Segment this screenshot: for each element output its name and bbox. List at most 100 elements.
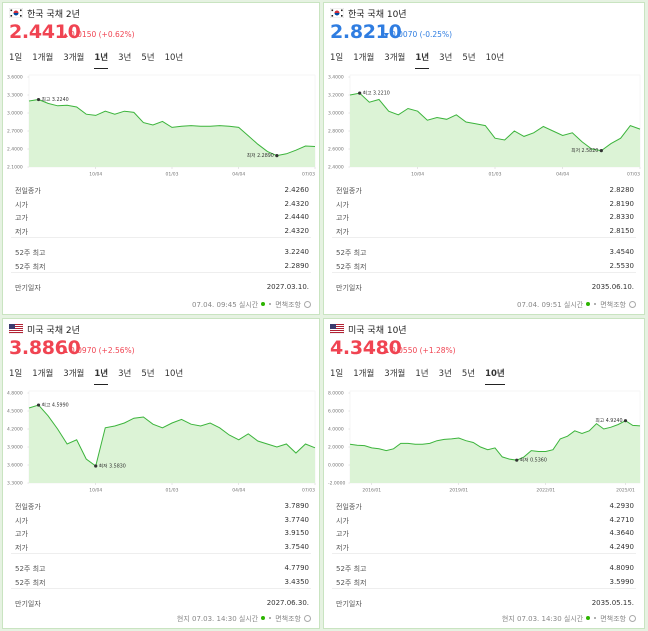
flag	[330, 8, 344, 18]
separator	[332, 237, 636, 238]
live-dot	[261, 302, 266, 306]
live-dot	[261, 616, 266, 620]
y-tick-label: 3.3000	[7, 93, 23, 99]
stat-value: 2035.06.10.	[591, 283, 634, 291]
period-tab[interactable]: 1개월	[353, 53, 375, 63]
title: 한국 국채 10년	[348, 10, 407, 20]
area	[350, 420, 640, 483]
flag-taeguk-top	[334, 10, 340, 13]
separator	[11, 272, 311, 273]
period-tab[interactable]: 3개월	[384, 369, 406, 379]
period-tab[interactable]: 1일	[9, 53, 23, 63]
triangle	[63, 349, 68, 353]
extreme-label: 최저 2.5820	[571, 147, 598, 154]
disclaimer[interactable]: 면책조항	[600, 301, 626, 309]
stat-label: 만기일자	[15, 284, 41, 292]
stat-value: 2027.03.10.	[266, 283, 309, 291]
period-tab[interactable]: 1년	[415, 369, 429, 379]
period-tab[interactable]: 1개월	[32, 369, 54, 379]
flag-stripe	[330, 328, 344, 329]
period-tab[interactable]: 5년	[141, 53, 155, 63]
disclaimer[interactable]: 면책조항	[600, 615, 626, 623]
period-tab[interactable]: 1일	[330, 369, 344, 379]
flag-taeguk-bottom	[334, 13, 340, 16]
info-icon[interactable]	[629, 615, 636, 622]
period-tab[interactable]: 10년	[485, 53, 505, 63]
y-tick-label: 2.8000	[328, 129, 344, 135]
disclaimer[interactable]: 면책조항	[275, 615, 301, 623]
stat-value: 4.2710	[609, 515, 635, 524]
period-tab[interactable]: 5년	[141, 369, 155, 379]
extreme-point	[94, 464, 98, 468]
y-tick-label: 8.0000	[328, 391, 344, 397]
period-tab[interactable]: 3년	[438, 369, 452, 379]
triangle	[384, 349, 389, 353]
flag-stripe	[9, 330, 23, 331]
period-tab[interactable]: 1개월	[353, 369, 375, 379]
separator	[11, 588, 311, 589]
x-tick-label: 07/03	[302, 172, 315, 178]
period-tab[interactable]: 10년	[164, 369, 184, 379]
chart: 2.4000 2.6000 2.8000 3.0000 3.2000 3.4000 10/0…	[328, 75, 641, 178]
period-tab[interactable]: 1일	[330, 53, 344, 63]
x-tick-label: 04/04	[556, 172, 569, 178]
period-tab[interactable]: 3년	[118, 53, 132, 63]
y-tick-label: 6.0000	[328, 409, 344, 415]
period-tab[interactable]: 5년	[461, 369, 476, 379]
panel: 한국 국채 10년 2.8210 0.0070 (-0.25%) 1일 1개월 3개월 1년…	[323, 2, 645, 315]
footer: 현지 07.03. 14:30 실시간 면책조항	[502, 614, 636, 624]
period-tab[interactable]: 3개월	[384, 53, 406, 63]
stat-label: 만기일자	[336, 600, 362, 608]
stat-value: 3.7890	[284, 502, 310, 510]
period-tab[interactable]: 3년	[118, 369, 132, 379]
flag-trigram	[341, 15, 343, 17]
period-tab[interactable]: 1일	[9, 369, 23, 379]
period-tab[interactable]: 10년	[485, 367, 505, 385]
period-tab[interactable]: 10년	[164, 53, 184, 63]
stat-label: 52주 최저	[15, 578, 46, 587]
stat-value: 3.7740	[284, 515, 310, 524]
stat-value: 3.4540	[609, 248, 635, 256]
y-tick-label: 4.8000	[7, 391, 23, 397]
realtime: 실시간	[563, 615, 584, 623]
extreme-point	[36, 403, 41, 407]
separator-dot	[594, 617, 597, 619]
separator	[11, 237, 311, 238]
period-tab[interactable]: 1년	[94, 51, 109, 69]
info-icon[interactable]	[629, 301, 636, 308]
info-icon[interactable]	[304, 301, 311, 308]
stat-label: 만기일자	[336, 284, 362, 292]
stat-label: 저가	[15, 543, 28, 552]
stat-label: 52주 최고	[15, 565, 46, 573]
stat-value: 4.8090	[609, 564, 635, 572]
stat-label: 전일종가	[15, 187, 41, 195]
flag-trigram	[10, 15, 13, 17]
disclaimer[interactable]: 면책조항	[275, 301, 301, 309]
extreme-point	[358, 91, 362, 95]
x-tick-label: 04/04	[232, 172, 245, 178]
extreme-label: 최고 3.2240	[42, 96, 69, 103]
flag-stripe	[330, 326, 344, 327]
y-tick-label: 3.2000	[328, 93, 344, 99]
period-tab[interactable]: 1개월	[32, 53, 54, 63]
triangle	[63, 33, 68, 37]
period-tab[interactable]: 5년	[462, 53, 476, 63]
y-tick-label: 4.2000	[7, 427, 23, 433]
line	[349, 92, 641, 152]
x-tick-label: 01/03	[166, 488, 179, 494]
period-tab[interactable]: 3개월	[63, 53, 85, 63]
stat-label: 저가	[336, 543, 349, 552]
change: 0.0150 (+0.62%)	[63, 30, 135, 39]
x-tick-label: 10/04	[89, 488, 102, 494]
price: 3.8860	[9, 337, 81, 359]
period-tab[interactable]: 1년	[94, 367, 109, 385]
period-tab[interactable]: 1년	[415, 51, 430, 69]
chart: 3.3000 3.6000 3.9000 4.2000 4.5000 4.8000 10/0…	[7, 391, 316, 494]
separator	[332, 553, 636, 554]
y-tick-label: 3.9000	[7, 445, 23, 451]
period-tab[interactable]: 3년	[439, 53, 453, 63]
stat-label: 만기일자	[15, 600, 41, 608]
info-icon[interactable]	[304, 615, 311, 622]
period-tab[interactable]: 3개월	[63, 369, 85, 379]
flag-trigram	[20, 9, 22, 12]
